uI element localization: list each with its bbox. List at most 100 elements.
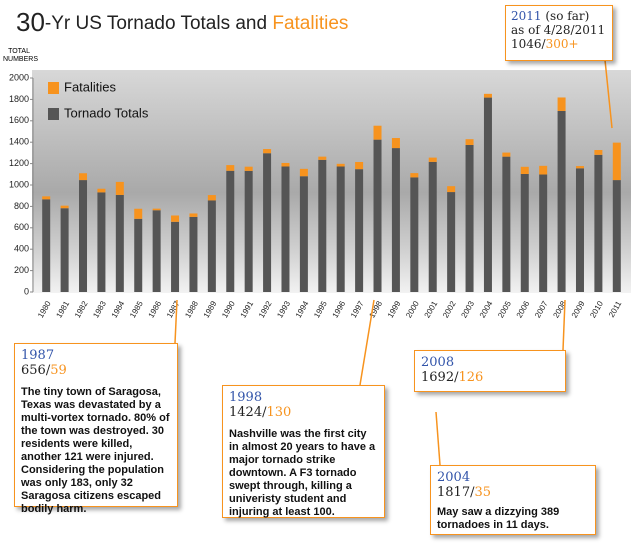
- bar-segment: [79, 173, 88, 181]
- callout-note: (so far): [545, 9, 590, 23]
- callout-fatalities: 300+: [545, 37, 579, 51]
- x-tick-label: 2002: [441, 299, 458, 319]
- bar-segment: [557, 97, 566, 111]
- bar-segment: [612, 142, 621, 181]
- callout-2008: 2008 1692/126: [414, 350, 566, 392]
- y-tick-label: 0: [24, 286, 29, 296]
- bar-segment: [520, 166, 529, 174]
- y-tick-label: 800: [14, 201, 29, 211]
- bar-segment: [410, 173, 419, 178]
- bar-segment: [539, 165, 548, 175]
- legend-label: Fatalities: [64, 79, 117, 94]
- bar-segment: [465, 139, 474, 145]
- bar-segment: [355, 161, 364, 170]
- y-axis-label: TOTAL: [8, 48, 30, 55]
- x-tick-label: 1980: [36, 299, 53, 319]
- bar-segment: [594, 150, 603, 155]
- bar-segment: [60, 205, 69, 209]
- x-tick-label: 2005: [496, 299, 513, 319]
- callout-date: as of 4/28/2011: [511, 23, 606, 37]
- y-tick-label: 1000: [9, 179, 29, 189]
- x-tick-label: 2001: [423, 299, 440, 319]
- bar-segment: [502, 156, 511, 292]
- plot-background: [32, 70, 631, 293]
- bar-segment: [557, 110, 566, 293]
- bar-segment: [281, 162, 290, 167]
- y-tick-label: 1200: [9, 158, 29, 168]
- callout-2004: 2004 1817/35 May saw a dizzying 389 torna…: [430, 465, 596, 535]
- bar-segment: [171, 215, 180, 222]
- bar-segment: [318, 159, 327, 292]
- bar-segment: [318, 156, 327, 160]
- callout-fatalities: 126: [458, 370, 484, 385]
- callout-text: Nashville was the first city in almost 2…: [229, 428, 376, 518]
- callout-total: 656: [21, 363, 46, 378]
- x-tick-label: 1998: [367, 299, 384, 319]
- callout-year: 2011: [511, 9, 542, 23]
- bar-segment: [42, 199, 51, 292]
- x-tick-label: 2000: [404, 299, 421, 319]
- bar-segment: [171, 221, 180, 292]
- x-tick-label: 2003: [459, 299, 476, 319]
- callout-year: 1998: [229, 390, 263, 405]
- bar-segment: [97, 188, 106, 193]
- bar-segment: [355, 169, 364, 292]
- bar-segment: [612, 180, 621, 292]
- bar-segment: [115, 194, 124, 292]
- bar-segment: [502, 152, 511, 157]
- callout-year: 2004: [437, 470, 471, 485]
- x-tick-label: 1982: [73, 299, 90, 319]
- y-tick-label: 1800: [9, 94, 29, 104]
- bar-segment: [134, 218, 143, 292]
- bar-segment: [465, 144, 474, 292]
- bar-segment: [97, 192, 106, 292]
- x-tick-label: 1994: [294, 299, 311, 319]
- bar-segment: [226, 165, 235, 171]
- callout-total: 1046: [511, 37, 542, 51]
- x-tick-label: 1997: [349, 299, 366, 319]
- x-tick-label: 1986: [147, 299, 164, 319]
- bar-segment: [594, 154, 603, 292]
- x-tick-label: 1999: [386, 299, 403, 319]
- bar-segment: [244, 166, 253, 171]
- bar-segment: [299, 168, 308, 177]
- y-tick-label: 200: [14, 265, 29, 275]
- x-tick-label: 2010: [588, 299, 605, 319]
- y-tick-label: 600: [14, 222, 29, 232]
- x-tick-label: 1990: [220, 299, 237, 319]
- bar-segment: [447, 192, 456, 292]
- pointers: [174, 59, 613, 466]
- y-axis-label: NUMBERS: [3, 56, 38, 63]
- callout-2011: 2011 (so far) as of 4/28/2011 1046/300+: [505, 5, 613, 61]
- bar-segment: [60, 208, 69, 292]
- x-tick-label: 1985: [128, 299, 145, 319]
- x-tick-label: 1992: [257, 299, 274, 319]
- callout-fatalities: 130: [266, 405, 292, 420]
- bar-segment: [42, 196, 51, 200]
- bar-segment: [428, 157, 437, 162]
- bar-segment: [575, 168, 584, 292]
- y-tick-label: 2000: [9, 72, 29, 82]
- bar-segment: [520, 173, 529, 292]
- legend-swatch: [48, 108, 59, 120]
- x-tick-label: 2009: [570, 299, 587, 319]
- x-tick-label: 1996: [331, 299, 348, 319]
- y-tick-label: 400: [14, 244, 29, 254]
- callout-total: 1424: [229, 405, 263, 420]
- legend-swatch: [48, 82, 59, 94]
- legend-label: Tornado Totals: [64, 105, 149, 120]
- bar-segment: [263, 153, 272, 292]
- bar-segment: [115, 181, 124, 195]
- callout-total: 1817: [437, 485, 471, 500]
- bar-segment: [207, 195, 216, 201]
- bar-segment: [575, 166, 584, 169]
- bar-segment: [281, 166, 290, 292]
- bar-segment: [483, 93, 492, 98]
- callout-fatalities: 59: [50, 363, 67, 378]
- callout-total: 1692: [421, 370, 455, 385]
- bar-segment: [410, 177, 419, 292]
- bar-segment: [428, 161, 437, 292]
- x-tick-label: 1993: [275, 299, 292, 319]
- bar-segment: [391, 138, 400, 149]
